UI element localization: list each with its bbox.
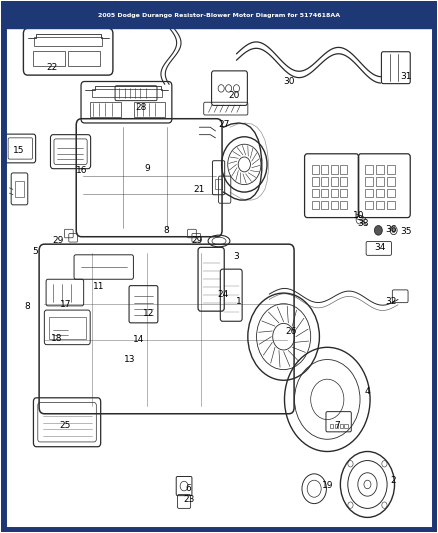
Text: 25: 25 xyxy=(60,422,71,431)
Text: 24: 24 xyxy=(218,289,229,298)
Text: 16: 16 xyxy=(76,166,87,175)
Bar xyxy=(387,189,395,197)
Text: 15: 15 xyxy=(13,146,25,155)
Text: 26: 26 xyxy=(285,327,297,336)
Bar xyxy=(14,181,24,197)
Bar xyxy=(340,200,347,209)
Bar xyxy=(321,189,328,197)
Text: 1: 1 xyxy=(236,296,241,305)
Bar xyxy=(3,3,435,28)
Bar xyxy=(311,165,318,174)
Text: 13: 13 xyxy=(124,355,135,364)
Bar xyxy=(365,177,373,185)
Text: 29: 29 xyxy=(191,237,203,246)
Bar xyxy=(90,102,121,117)
Text: 8: 8 xyxy=(164,226,170,235)
Text: 3: 3 xyxy=(233,253,239,261)
Text: 20: 20 xyxy=(229,91,240,100)
Text: 32: 32 xyxy=(386,296,397,305)
Text: 36: 36 xyxy=(386,225,397,234)
Text: 17: 17 xyxy=(60,300,72,309)
Bar xyxy=(321,200,328,209)
Bar xyxy=(376,165,384,174)
Bar xyxy=(331,189,338,197)
Bar xyxy=(376,200,384,209)
Bar xyxy=(340,165,347,174)
Bar xyxy=(34,37,102,46)
Text: 23: 23 xyxy=(184,495,195,504)
Bar xyxy=(376,177,384,185)
Bar xyxy=(331,177,338,185)
Bar xyxy=(311,177,318,185)
Circle shape xyxy=(392,228,396,232)
Text: 8: 8 xyxy=(24,302,30,311)
Bar xyxy=(340,189,347,197)
Text: 5: 5 xyxy=(33,247,39,256)
Text: 12: 12 xyxy=(143,309,154,318)
Bar xyxy=(321,165,328,174)
Bar xyxy=(344,424,348,428)
Text: 22: 22 xyxy=(46,63,58,71)
Bar xyxy=(387,165,395,174)
Text: 29: 29 xyxy=(53,237,64,246)
Bar xyxy=(387,200,395,209)
Bar xyxy=(33,51,65,66)
Text: 31: 31 xyxy=(400,71,412,80)
Text: 2: 2 xyxy=(391,476,396,484)
Bar xyxy=(321,177,328,185)
Circle shape xyxy=(374,225,382,235)
Text: 19: 19 xyxy=(321,481,333,490)
Text: 28: 28 xyxy=(136,102,147,111)
Bar xyxy=(387,177,395,185)
Text: 21: 21 xyxy=(194,185,205,194)
Bar xyxy=(365,200,373,209)
Bar xyxy=(68,51,100,66)
Text: 34: 34 xyxy=(374,244,385,253)
Bar xyxy=(92,90,162,98)
Bar xyxy=(330,424,333,428)
Text: 14: 14 xyxy=(133,335,144,344)
Text: 7: 7 xyxy=(334,422,340,431)
Bar xyxy=(49,317,86,340)
Text: 6: 6 xyxy=(186,484,191,493)
Bar xyxy=(335,424,338,428)
Bar xyxy=(365,165,373,174)
Text: 2005 Dodge Durango Resistor-Blower Motor Diagram for 5174618AA: 2005 Dodge Durango Resistor-Blower Motor… xyxy=(98,13,340,18)
Text: 30: 30 xyxy=(283,77,295,86)
Text: 9: 9 xyxy=(144,164,150,173)
Bar xyxy=(215,179,223,189)
Bar xyxy=(311,200,318,209)
Text: 18: 18 xyxy=(51,334,62,343)
Bar xyxy=(376,189,384,197)
Text: 4: 4 xyxy=(365,387,370,396)
Text: 38: 38 xyxy=(357,220,369,229)
Text: 35: 35 xyxy=(400,228,412,237)
Bar xyxy=(134,102,165,117)
Bar xyxy=(311,189,318,197)
Bar xyxy=(339,424,343,428)
Text: 10: 10 xyxy=(353,212,364,221)
Text: 11: 11 xyxy=(93,282,105,291)
Text: 27: 27 xyxy=(219,119,230,128)
Bar xyxy=(331,200,338,209)
Bar xyxy=(340,177,347,185)
Bar xyxy=(331,165,338,174)
Bar xyxy=(365,189,373,197)
